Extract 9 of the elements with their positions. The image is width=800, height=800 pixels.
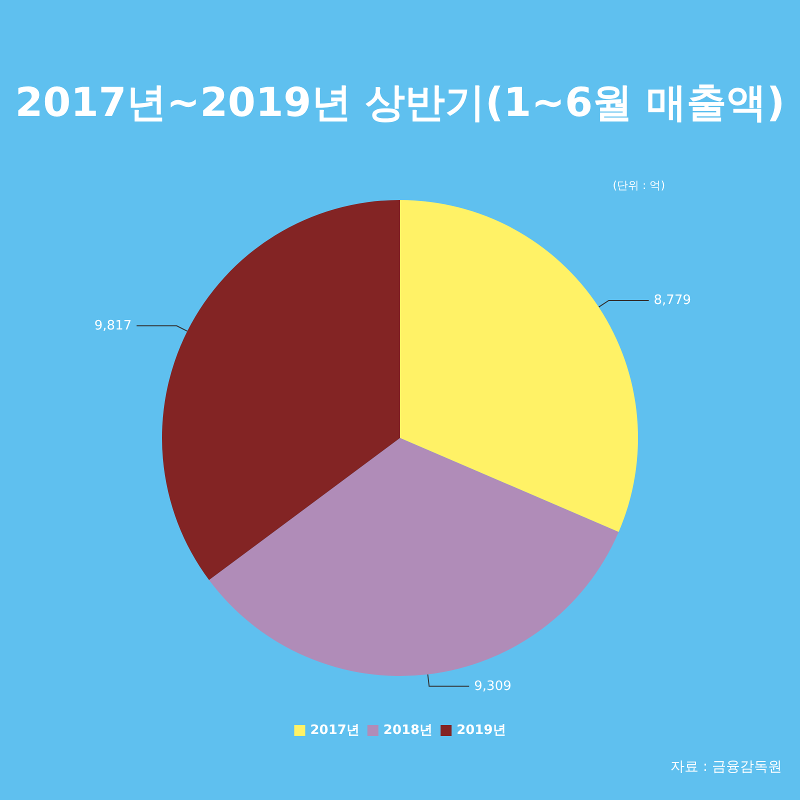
legend-label: 2018년 <box>383 723 433 738</box>
text: (단위 : 억) <box>612 179 666 192</box>
legend-label: 2019년 <box>456 723 506 738</box>
legend-label: 2017년 <box>310 723 360 738</box>
data-label: 8,779 <box>654 292 691 308</box>
data-label: 9,817 <box>94 318 132 334</box>
text: 자료 : 금융감독원 <box>670 759 782 775</box>
chart-title: 2017년~2019년 상반기(1~6월 매출액) <box>15 80 785 126</box>
data-label: 9,309 <box>474 678 512 694</box>
